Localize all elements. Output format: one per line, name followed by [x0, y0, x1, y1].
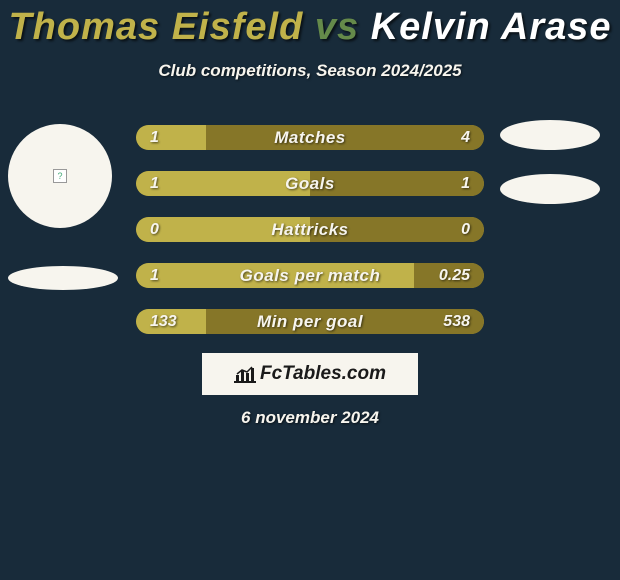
bar-value-right: 4	[461, 125, 470, 150]
bar-value-right: 0.25	[439, 263, 470, 288]
bar-value-right: 1	[461, 171, 470, 196]
bar-value-left: 1	[150, 171, 159, 196]
player1-name: Thomas Eisfeld	[8, 6, 303, 48]
bar-row: Hattricks0 0	[136, 217, 484, 242]
player1-avatar-circle: ?	[8, 124, 112, 228]
bar-row: Goals per match1 0.25	[136, 263, 484, 288]
bar-label: Goals	[136, 171, 484, 196]
player2-avatar-ellipse-1	[500, 120, 600, 150]
bar-row: Matches1 4	[136, 125, 484, 150]
player1-avatar-shadow	[8, 266, 118, 290]
bar-value-left: 1	[150, 263, 159, 288]
logo-label: FcTables.com	[260, 363, 386, 385]
comparison-bars: Matches14Goals11Hattricks00Goals per mat…	[136, 125, 484, 355]
bar-label: Matches	[136, 125, 484, 150]
bar-value-left: 0	[150, 217, 159, 242]
bar-value-left: 1	[150, 125, 159, 150]
bar-value-right: 538	[443, 309, 470, 334]
subtitle: Club competitions, Season 2024/2025	[0, 61, 620, 81]
bar-value-right: 0	[461, 217, 470, 242]
bar-value-left: 133	[150, 309, 177, 334]
player2-name: Kelvin Arase	[371, 6, 612, 48]
logo-box: FcTables.com	[202, 353, 418, 395]
bar-row: Goals1 1	[136, 171, 484, 196]
logo-text: FcTables.com	[234, 363, 386, 385]
bar-label: Goals per match	[136, 263, 484, 288]
player2-avatar-block	[500, 116, 600, 204]
date-text: 6 november 2024	[0, 408, 620, 428]
player1-avatar-block: ?	[8, 124, 112, 290]
bar-label: Min per goal	[136, 309, 484, 334]
vs-text: vs	[315, 6, 359, 48]
comparison-title: Thomas Eisfeld vs Kelvin Arase	[0, 0, 620, 49]
missing-image-icon: ?	[53, 169, 67, 183]
bar-row: Min per goal133 538	[136, 309, 484, 334]
player2-avatar-ellipse-2	[500, 174, 600, 204]
logo-chart-icon	[234, 365, 256, 383]
bar-label: Hattricks	[136, 217, 484, 242]
